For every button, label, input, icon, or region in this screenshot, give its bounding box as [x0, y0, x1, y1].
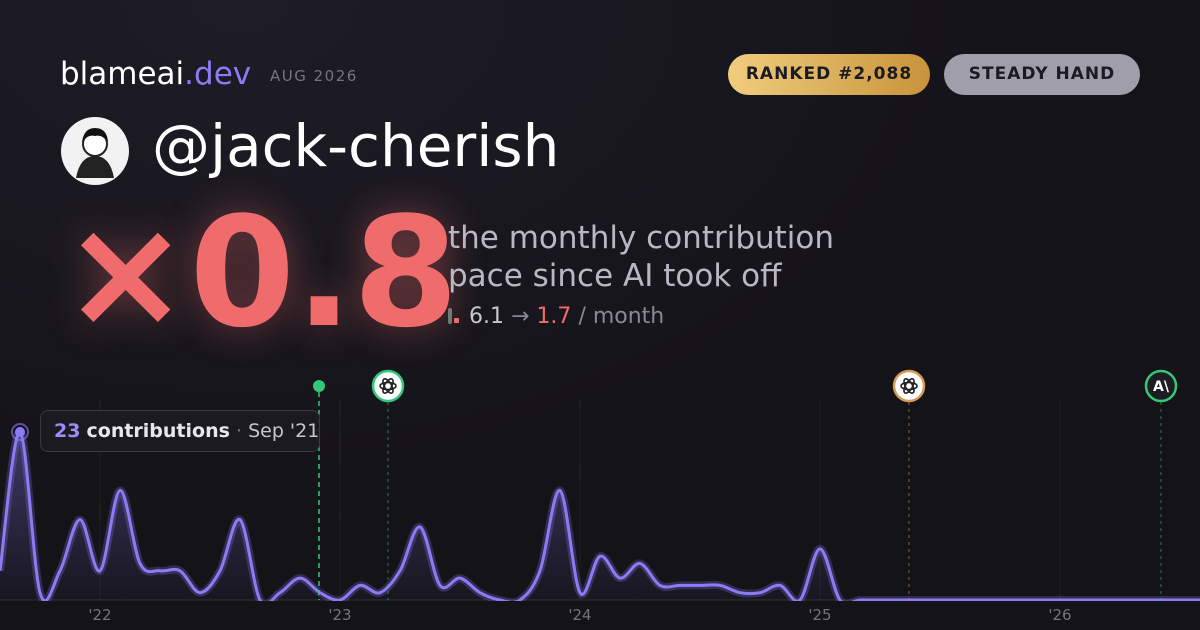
brand-name: blameai [60, 56, 185, 92]
hover-point [15, 427, 25, 437]
x-tick-label: '23 [328, 606, 351, 624]
date: AUG 2026 [270, 67, 358, 85]
x-tick-label: '24 [568, 606, 591, 624]
pace-arrow: → [511, 304, 530, 329]
tooltip-unit: contributions [86, 420, 230, 442]
pace-stats: 6.1 → 1.7 / month [448, 304, 664, 329]
brand-tld: .dev [184, 56, 252, 92]
style-badge: STEADY HAND [944, 54, 1140, 95]
multiplier: ×0.8 [62, 184, 459, 361]
x-tick-label: '25 [808, 606, 831, 624]
pace-after: 1.7 [536, 304, 572, 329]
openai-icon [892, 369, 926, 403]
openai-icon [371, 369, 405, 403]
event-dot [313, 380, 325, 392]
anthropic-icon [1144, 369, 1178, 403]
tooltip-separator: · [235, 420, 243, 442]
handle: @jack-cherish [152, 112, 560, 180]
openai-logo [900, 378, 918, 394]
tooltip: 23 contributions · Sep '21 [40, 410, 320, 452]
x-tick-label: '22 [88, 606, 111, 624]
brand: blameai.dev [60, 56, 251, 92]
description: pace since AI took off [448, 258, 782, 294]
pace-before: 6.1 [469, 304, 504, 329]
line [0, 430, 1200, 601]
hover-ring [11, 423, 29, 441]
pace-unit: / month [578, 304, 665, 329]
event-markers: A\ [313, 369, 1178, 600]
icon-bar [448, 308, 452, 324]
icon-dot [454, 318, 459, 323]
x-tick-label: '26 [1048, 606, 1071, 624]
openai-logo [379, 378, 397, 394]
rank-badge: RANKED #2,088 [728, 54, 930, 95]
chart-body: '22 '23 '24 '25 '26 [0, 400, 1200, 624]
description: the monthly contribution [448, 220, 835, 256]
avatar [61, 117, 129, 185]
anthropic-logo: A\ [1153, 379, 1170, 395]
line-area [0, 431, 1200, 601]
tooltip-value: 23 [54, 420, 81, 442]
tooltip-date: Sep '21 [248, 420, 320, 442]
